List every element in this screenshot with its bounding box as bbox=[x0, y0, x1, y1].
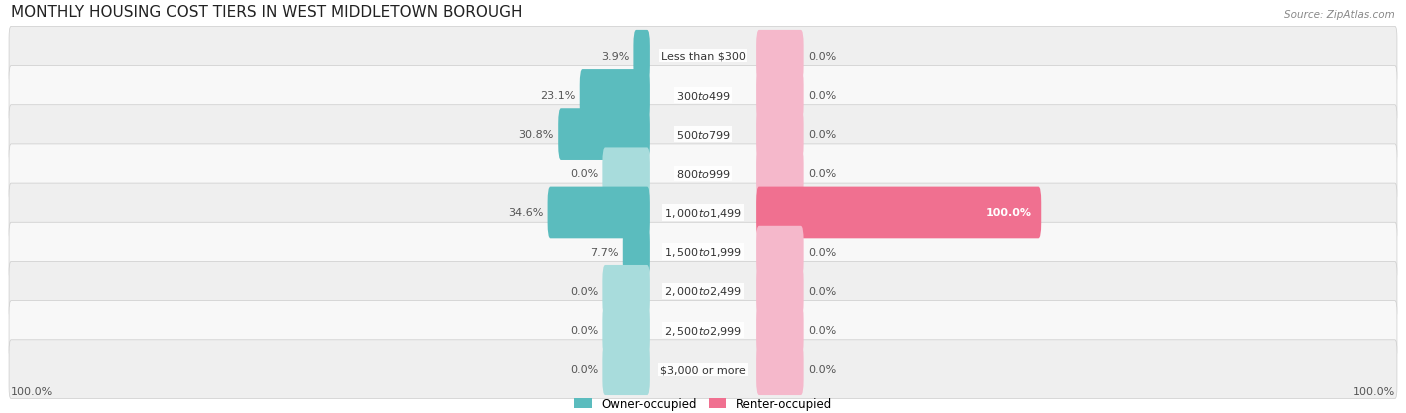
Text: 0.0%: 0.0% bbox=[808, 130, 837, 140]
FancyBboxPatch shape bbox=[579, 70, 650, 121]
Text: Source: ZipAtlas.com: Source: ZipAtlas.com bbox=[1284, 9, 1395, 19]
FancyBboxPatch shape bbox=[633, 31, 650, 83]
Text: $800 to $999: $800 to $999 bbox=[675, 168, 731, 180]
FancyBboxPatch shape bbox=[8, 340, 1398, 399]
FancyBboxPatch shape bbox=[756, 187, 1042, 239]
FancyBboxPatch shape bbox=[756, 109, 804, 161]
FancyBboxPatch shape bbox=[756, 304, 804, 356]
Text: 34.6%: 34.6% bbox=[508, 208, 543, 218]
Text: $2,500 to $2,999: $2,500 to $2,999 bbox=[664, 324, 742, 337]
FancyBboxPatch shape bbox=[602, 265, 650, 317]
Text: 0.0%: 0.0% bbox=[808, 247, 837, 257]
Text: 0.0%: 0.0% bbox=[569, 364, 598, 374]
Text: 100.0%: 100.0% bbox=[1353, 386, 1395, 396]
FancyBboxPatch shape bbox=[756, 148, 804, 199]
Text: 0.0%: 0.0% bbox=[808, 325, 837, 335]
Text: $1,500 to $1,999: $1,500 to $1,999 bbox=[664, 246, 742, 259]
FancyBboxPatch shape bbox=[756, 70, 804, 121]
FancyBboxPatch shape bbox=[8, 145, 1398, 203]
Text: 0.0%: 0.0% bbox=[808, 52, 837, 62]
FancyBboxPatch shape bbox=[756, 31, 804, 83]
FancyBboxPatch shape bbox=[8, 184, 1398, 242]
Text: 100.0%: 100.0% bbox=[986, 208, 1032, 218]
FancyBboxPatch shape bbox=[756, 344, 804, 395]
Text: 0.0%: 0.0% bbox=[808, 169, 837, 179]
FancyBboxPatch shape bbox=[8, 262, 1398, 320]
Text: 23.1%: 23.1% bbox=[540, 91, 575, 101]
FancyBboxPatch shape bbox=[8, 223, 1398, 281]
Legend: Owner-occupied, Renter-occupied: Owner-occupied, Renter-occupied bbox=[574, 397, 832, 410]
Text: $300 to $499: $300 to $499 bbox=[675, 90, 731, 102]
Text: 0.0%: 0.0% bbox=[808, 91, 837, 101]
FancyBboxPatch shape bbox=[602, 344, 650, 395]
Text: 0.0%: 0.0% bbox=[569, 286, 598, 296]
FancyBboxPatch shape bbox=[756, 265, 804, 317]
FancyBboxPatch shape bbox=[558, 109, 650, 161]
Text: 0.0%: 0.0% bbox=[808, 364, 837, 374]
Text: 7.7%: 7.7% bbox=[591, 247, 619, 257]
Text: 0.0%: 0.0% bbox=[569, 169, 598, 179]
Text: 30.8%: 30.8% bbox=[519, 130, 554, 140]
Text: $2,000 to $2,499: $2,000 to $2,499 bbox=[664, 285, 742, 298]
FancyBboxPatch shape bbox=[8, 66, 1398, 125]
FancyBboxPatch shape bbox=[602, 304, 650, 356]
Text: 0.0%: 0.0% bbox=[569, 325, 598, 335]
FancyBboxPatch shape bbox=[8, 105, 1398, 164]
Text: 0.0%: 0.0% bbox=[808, 286, 837, 296]
FancyBboxPatch shape bbox=[623, 226, 650, 278]
FancyBboxPatch shape bbox=[602, 148, 650, 199]
Text: MONTHLY HOUSING COST TIERS IN WEST MIDDLETOWN BOROUGH: MONTHLY HOUSING COST TIERS IN WEST MIDDL… bbox=[11, 5, 523, 19]
Text: $1,000 to $1,499: $1,000 to $1,499 bbox=[664, 206, 742, 219]
Text: Less than $300: Less than $300 bbox=[661, 52, 745, 62]
FancyBboxPatch shape bbox=[8, 301, 1398, 360]
Text: $3,000 or more: $3,000 or more bbox=[661, 364, 745, 374]
FancyBboxPatch shape bbox=[756, 226, 804, 278]
Text: $500 to $799: $500 to $799 bbox=[675, 129, 731, 141]
FancyBboxPatch shape bbox=[547, 187, 650, 239]
Text: 100.0%: 100.0% bbox=[11, 386, 53, 396]
Text: 3.9%: 3.9% bbox=[600, 52, 630, 62]
FancyBboxPatch shape bbox=[8, 27, 1398, 86]
